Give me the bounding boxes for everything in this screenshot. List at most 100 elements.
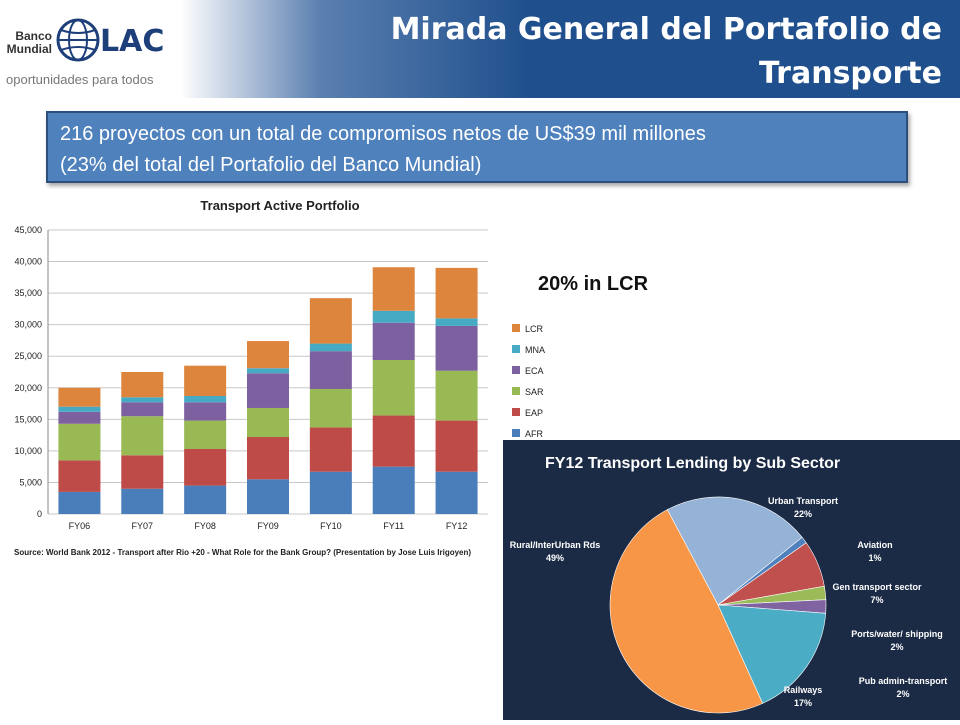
pie-label-name: Aviation xyxy=(857,540,892,550)
pie-label-value: 7% xyxy=(870,595,883,605)
pie-title: FY12 Transport Lending by Sub Sector xyxy=(545,455,841,472)
lcr-share-note: 20% in LCR xyxy=(538,273,649,295)
y-tick-label: 5,000 xyxy=(19,477,42,487)
legend-swatch-lcr xyxy=(512,324,520,332)
bar-segment-mna-fy11 xyxy=(372,310,415,323)
pie-label-value: 2% xyxy=(890,642,903,652)
x-tick-label: FY11 xyxy=(383,521,404,530)
bar-segment-afr-fy11 xyxy=(372,466,415,514)
y-tick-label: 15,000 xyxy=(14,414,42,424)
pie-label-name: Ports/water/ shipping xyxy=(851,629,943,639)
bar-segment-afr-fy08 xyxy=(184,485,227,514)
bar-segment-eca-fy09 xyxy=(247,373,289,408)
legend-swatch-eca xyxy=(512,366,520,374)
bar-segment-mna-fy12 xyxy=(435,318,478,326)
bar-segment-afr-fy12 xyxy=(435,471,478,514)
legend-label-lcr: LCR xyxy=(525,324,544,334)
bar-segment-sar-fy11 xyxy=(372,360,415,416)
x-tick-label: FY06 xyxy=(69,521,91,530)
pie-slice-5 xyxy=(717,604,827,704)
legend-label-eap: EAP xyxy=(525,408,543,418)
bar-segment-eca-fy10 xyxy=(309,351,352,390)
bar-segment-eca-fy08 xyxy=(184,402,227,421)
bar-segment-eap-fy06 xyxy=(58,460,101,492)
header-band: Mirada General del Portafolio de Transpo… xyxy=(180,0,960,135)
source-note: Source: World Bank 2012 - Transport afte… xyxy=(14,548,472,557)
globe-icon xyxy=(56,18,100,62)
y-tick-label: 30,000 xyxy=(14,320,42,330)
bar-segment-eca-fy11 xyxy=(372,322,415,361)
pie-label-value: 17% xyxy=(794,698,812,708)
x-tick-label: FY08 xyxy=(194,521,216,530)
pie-label-value: 2% xyxy=(896,689,909,699)
bar-segment-lcr-fy12 xyxy=(435,267,478,319)
bar-chart-legend: LCR MNA ECA SAR EAP AFR xyxy=(512,324,545,439)
bar-segment-mna-fy09 xyxy=(247,368,289,374)
y-tick-label: 25,000 xyxy=(14,351,42,361)
pie-slice-6 xyxy=(609,509,764,714)
x-tick-label: FY12 xyxy=(446,521,468,530)
pie-chart-panel: FY12 Transport Lending by Sub Sector Urb… xyxy=(503,440,960,720)
pie-label-name: Gen transport sector xyxy=(832,582,922,592)
y-tick-label: 20,000 xyxy=(14,383,42,393)
legend-label-mna: MNA xyxy=(525,345,545,355)
bar-segment-eap-fy09 xyxy=(247,437,289,480)
bar-segment-lcr-fy10 xyxy=(309,298,352,344)
bar-segment-eap-fy12 xyxy=(435,420,478,472)
logo-bank-line2: Mundial xyxy=(6,42,52,56)
legend-swatch-sar xyxy=(512,387,520,395)
bar-chart-title: Transport Active Portfolio xyxy=(200,198,359,213)
bar-segment-lcr-fy06 xyxy=(58,387,101,407)
logo-bank-name: Banco Mundial xyxy=(4,30,52,56)
x-tick-label: FY10 xyxy=(320,521,342,530)
bar-segment-sar-fy09 xyxy=(247,407,289,438)
legend-label-sar: SAR xyxy=(525,387,544,397)
bar-segment-sar-fy07 xyxy=(121,416,164,456)
bar-segment-mna-fy10 xyxy=(309,343,352,352)
bar-segment-afr-fy06 xyxy=(58,491,101,514)
bar-chart-panel: Transport Active Portfolio 0 5,000 10,000 15… xyxy=(0,190,500,531)
bar-segment-lcr-fy07 xyxy=(121,372,164,398)
legend-swatch-afr xyxy=(512,429,520,437)
bar-segment-eap-fy07 xyxy=(121,455,164,489)
world-bank-lac-logo: Banco Mundial LAC oportunidades para tod… xyxy=(4,12,180,92)
bar-segment-eca-fy07 xyxy=(121,402,164,417)
legend-swatch-mna xyxy=(512,345,520,353)
legend-label-eca: ECA xyxy=(525,366,544,376)
bar-segment-mna-fy07 xyxy=(121,397,164,403)
bar-segment-lcr-fy11 xyxy=(372,267,415,311)
pie-label-name: Rural/InterUrban Rds xyxy=(510,540,601,550)
y-tick-label: 35,000 xyxy=(14,288,42,298)
x-tick-label: FY09 xyxy=(257,521,279,530)
pie-label-name: Pub admin-transport xyxy=(859,676,948,686)
bar-segment-eap-fy11 xyxy=(372,415,415,467)
y-tick-label: 40,000 xyxy=(14,257,42,267)
bar-segment-mna-fy08 xyxy=(184,395,227,403)
title-line-1: Mirada General del Portafolio de Transpo… xyxy=(390,12,942,91)
pie-label-name: Railways xyxy=(784,685,823,695)
pie-slice-0 xyxy=(666,496,803,606)
bar-segment-lcr-fy08 xyxy=(184,365,227,396)
bar-segment-eap-fy10 xyxy=(309,427,352,472)
pie-label-name: Urban Transport xyxy=(768,496,838,506)
bar-segment-sar-fy10 xyxy=(309,389,352,428)
y-tick-label: 45,000 xyxy=(14,225,42,235)
bar-segment-afr-fy07 xyxy=(121,488,164,514)
legend-label-afr: AFR xyxy=(525,429,544,439)
bar-segment-eca-fy06 xyxy=(58,411,101,424)
pie-label-value: 1% xyxy=(868,553,881,563)
bar-segment-eca-fy12 xyxy=(435,325,478,371)
pie-chart: Urban Transport 22% Aviation 1% Gen transpor… xyxy=(510,496,948,714)
bar-segment-afr-fy09 xyxy=(247,479,289,514)
y-tick-label: 0 xyxy=(37,509,42,519)
y-tick-label: 10,000 xyxy=(14,446,42,456)
pie-label-value: 49% xyxy=(546,553,564,563)
legend-swatch-eap xyxy=(512,408,520,416)
logo-lac: LAC xyxy=(100,24,165,59)
stacked-bar-chart: Transport Active Portfolio 0 5,000 10,000 15… xyxy=(0,190,500,531)
bar-segment-eap-fy08 xyxy=(184,448,227,486)
x-tick-label: FY07 xyxy=(132,521,154,530)
bar-segment-mna-fy06 xyxy=(58,406,101,412)
logo-bank-line1: Banco xyxy=(15,29,52,43)
summary-box: 216 proyectos con un total de compromiso… xyxy=(46,111,908,183)
